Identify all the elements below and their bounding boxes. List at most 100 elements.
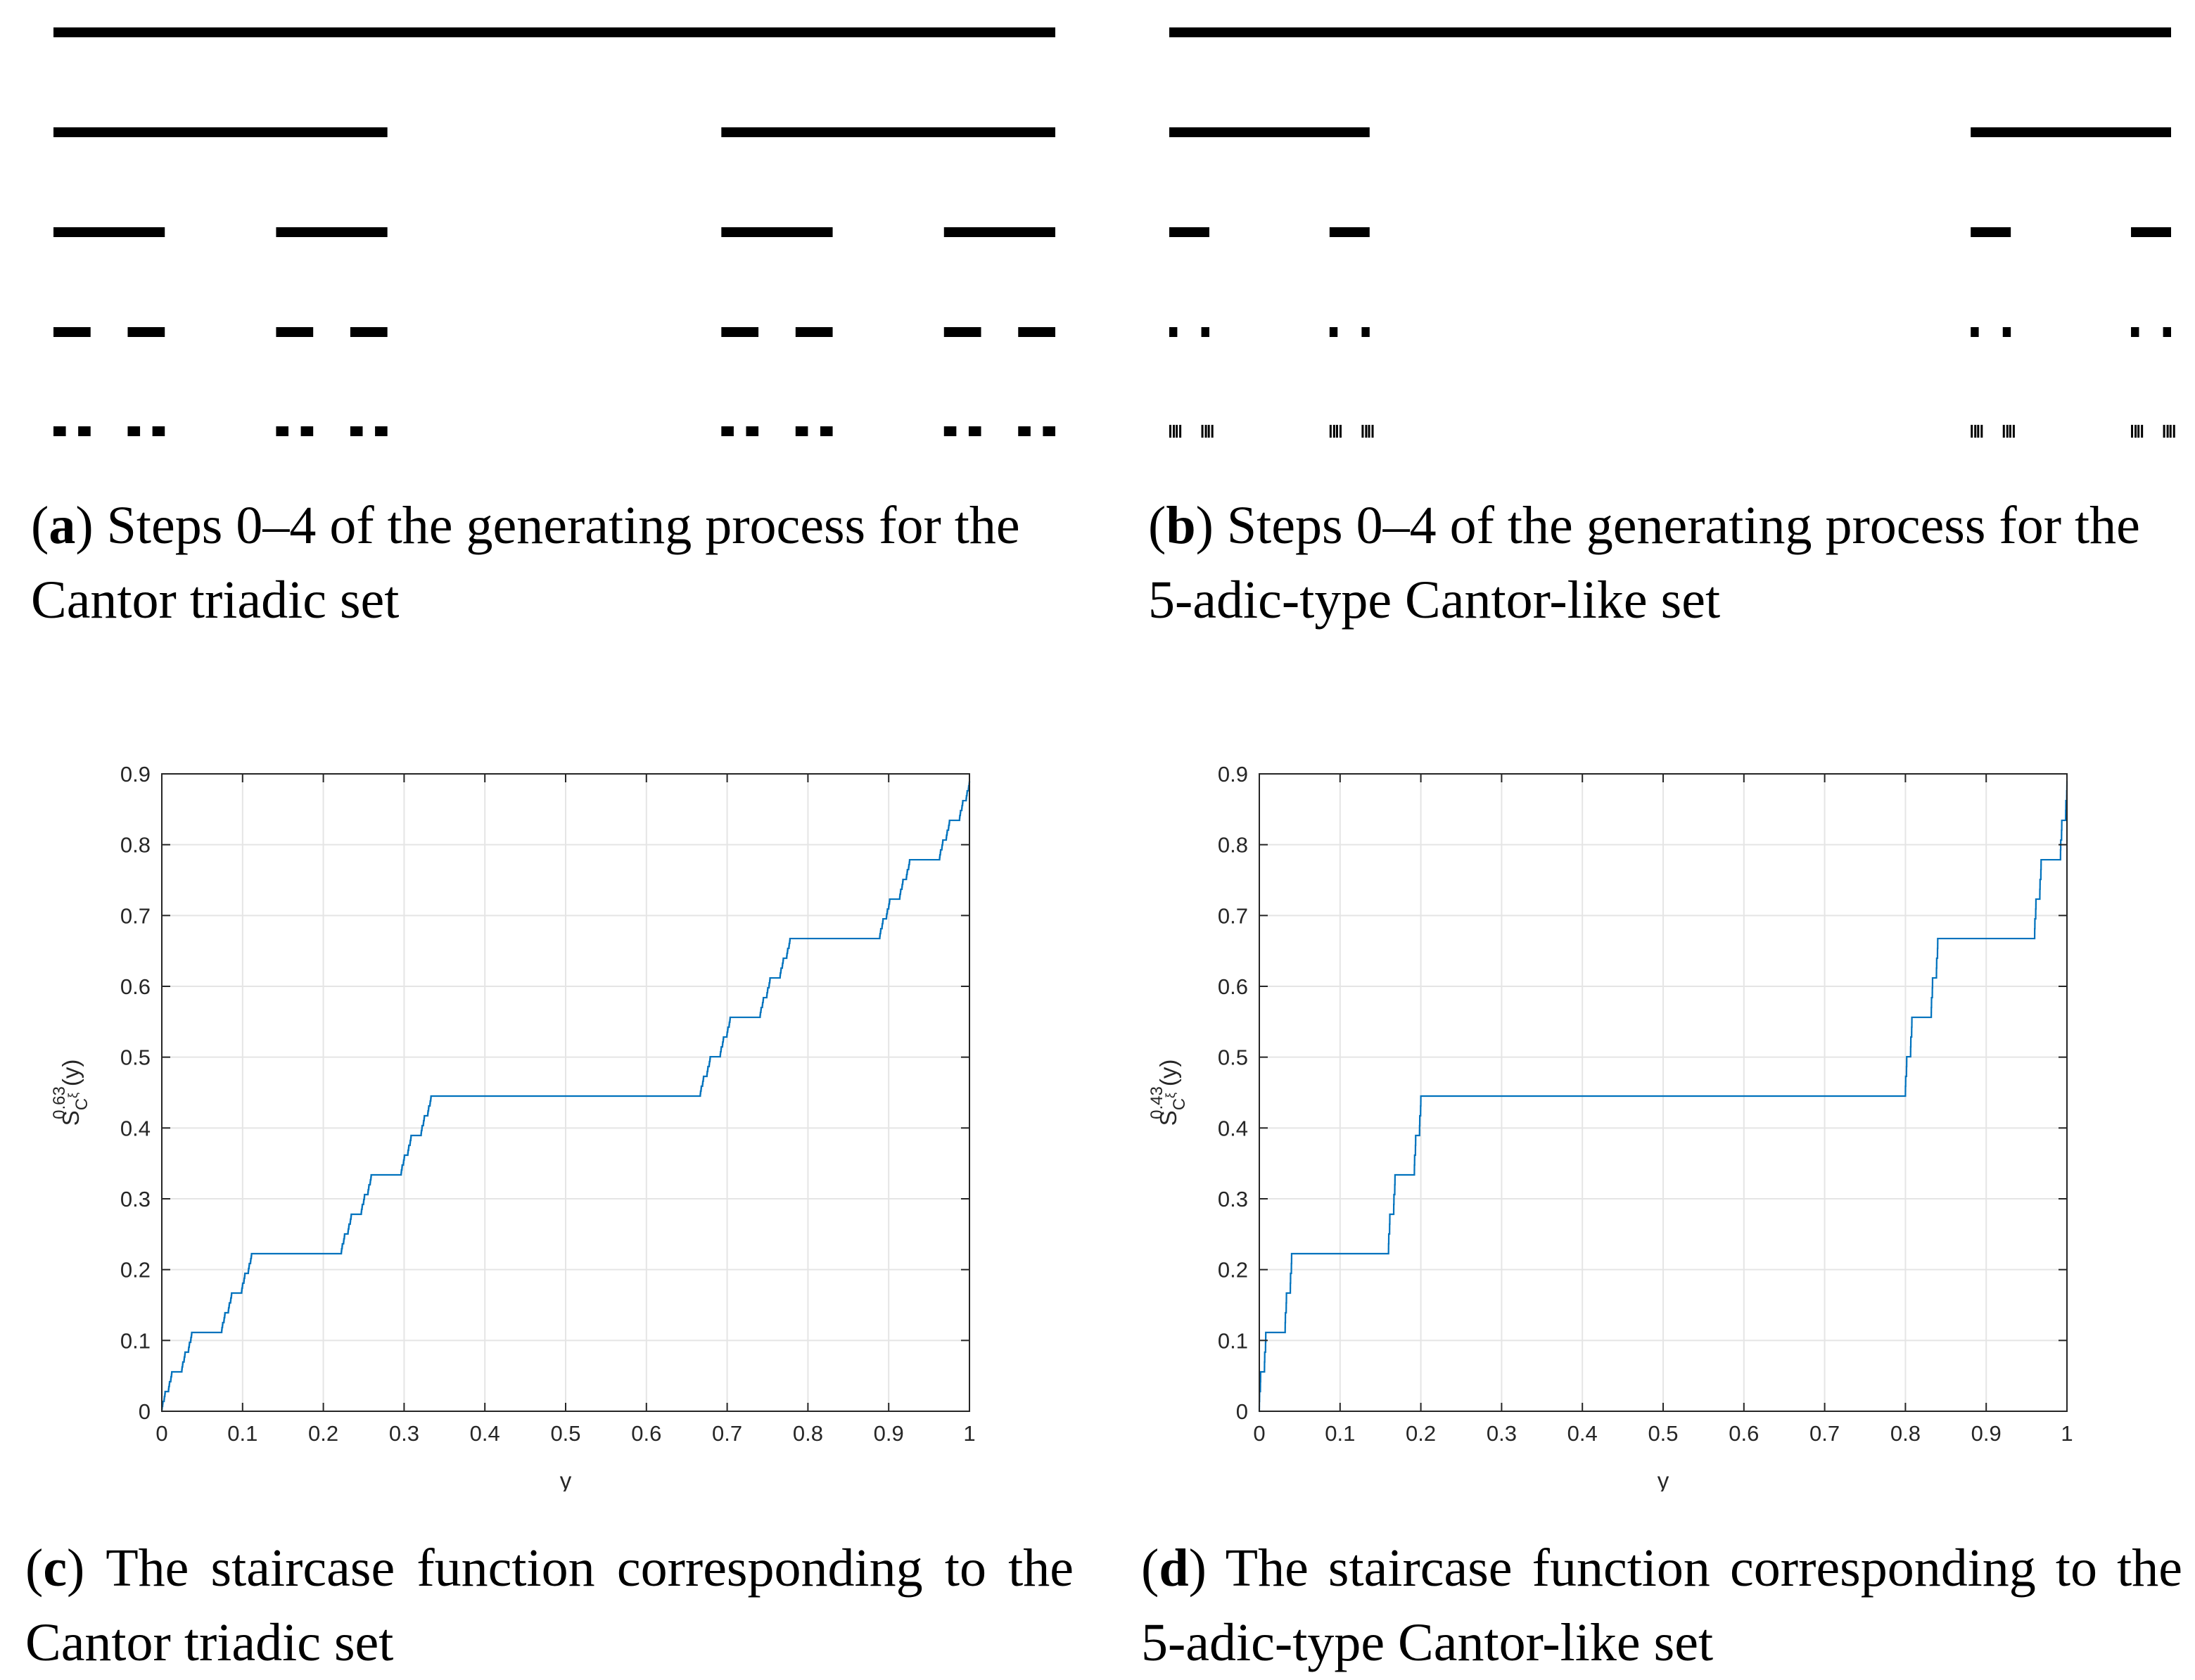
x-tick-label: 1: [2061, 1421, 2073, 1446]
cantor-segment: [721, 127, 1055, 137]
y-tick-label: 0.1: [1218, 1328, 1248, 1353]
cantor-segment: [300, 426, 314, 436]
x-tick-label: 0: [1253, 1421, 1265, 1446]
cantor-segment: [276, 227, 388, 237]
step-0-row: [1169, 27, 2171, 37]
y-tick-label: 0.8: [120, 833, 151, 858]
cantor-segment: [375, 426, 388, 436]
svg-text:SCξ0.63(y): SCξ0.63(y): [50, 1059, 91, 1126]
cantor-segment: [1018, 426, 1031, 436]
cantor-segment: [1201, 424, 1204, 438]
cantor-segment: [1043, 426, 1055, 436]
y-tick-label: 0.1: [120, 1328, 151, 1353]
y-tick-label: 0.6: [1218, 974, 1248, 999]
y-tick-label: 0.5: [1218, 1045, 1248, 1070]
cantor-segment: [53, 27, 1055, 37]
cantor-segment: [2006, 424, 2009, 438]
cantor-segment: [127, 426, 141, 436]
y-tick-label: 0: [1236, 1399, 1248, 1424]
y-axis-label: SCξ0.63(y): [50, 1059, 91, 1126]
cantor-segment: [1173, 424, 1175, 438]
cantor-segment: [78, 426, 91, 436]
cantor-segment: [746, 426, 759, 436]
y-tick-label: 0.3: [120, 1187, 151, 1211]
grid: [1259, 773, 2068, 1412]
cantor-segment: [1169, 227, 1209, 237]
step-0-row: [53, 27, 1055, 37]
cantor-segment: [1361, 327, 1370, 337]
cantor-segment: [2131, 227, 2171, 237]
staircase-curve: [160, 781, 971, 1413]
cantor-segment: [1339, 424, 1342, 438]
cantor-segment: [1371, 424, 1374, 438]
cantor-segment: [795, 426, 808, 436]
x-tick-label: 0.8: [793, 1421, 823, 1446]
cantor-segment: [968, 426, 981, 436]
cantor-segment: [276, 426, 289, 436]
x-tick-label: 0.5: [1648, 1421, 1678, 1446]
caption-c-letter: c: [43, 1539, 68, 1598]
x-tick-label: 0.2: [308, 1421, 338, 1446]
cantor-segment: [1977, 424, 1980, 438]
x-tick-label: 0.4: [1567, 1421, 1598, 1446]
cantor-segment: [2137, 424, 2140, 438]
caption-b-letter: b: [1166, 496, 1196, 555]
cantor-segment: [1365, 424, 1368, 438]
x-tick-label: 0.1: [1325, 1421, 1355, 1446]
x-tick-label: 0.9: [874, 1421, 904, 1446]
step-2-row: [53, 227, 1055, 237]
y-tick-label: 0.3: [1218, 1187, 1248, 1211]
cantor-segment: [1971, 227, 2011, 237]
x-tick-label: 0.5: [550, 1421, 580, 1446]
step-3-row: [53, 327, 1055, 337]
y-tick-label: 0.9: [120, 762, 151, 787]
cantor-segment: [2163, 327, 2171, 337]
cantor-segment: [1329, 227, 1370, 237]
cantor-segment: [2131, 327, 2139, 337]
y-tick-label: 0.7: [1218, 903, 1248, 928]
x-tick-label: 0.3: [1487, 1421, 1517, 1446]
x-tick-label: 0.7: [712, 1421, 742, 1446]
cantor-segment: [721, 227, 833, 237]
cantor-segment: [795, 327, 833, 337]
cantor-segment: [1207, 424, 1210, 438]
step-2-row: [1169, 227, 2171, 237]
x-axis-label: y: [1658, 1468, 1669, 1491]
cantor-segment: [53, 426, 66, 436]
cantor-segment: [1179, 424, 1182, 438]
cantor-segment: [1169, 424, 1171, 438]
caption-c-text: The staircase function corresponding to …: [25, 1539, 1074, 1672]
x-tick-label: 0.3: [389, 1421, 419, 1446]
cantor-segment: [1361, 424, 1364, 438]
staircase-5adic-chart: 0 0.1 0.2 0.3 0.4 0.5 0.6 0.7 0.8 0.9 1 0 0.1 0.2 0.3 0…: [1147, 762, 2073, 1491]
cantor-segment: [2131, 424, 2134, 438]
caption-a-text: Steps 0–4 of the generating process for …: [31, 496, 1020, 630]
step-4-row: [1169, 424, 2175, 438]
cantor-segment: [943, 426, 957, 436]
caption-d-letter: d: [1159, 1539, 1189, 1598]
cantor-segment: [1971, 424, 1973, 438]
x-tick-label: 0: [155, 1421, 167, 1446]
y-tick-label: 0.4: [1218, 1116, 1248, 1140]
cantor-segment: [2002, 327, 2011, 337]
caption-a-letter: a: [49, 496, 76, 555]
step-4-row: [53, 426, 1055, 436]
caption-d-text: The staircase function corresponding to …: [1141, 1539, 2182, 1672]
cantor-segment: [1329, 424, 1332, 438]
cantor-segment: [1335, 424, 1338, 438]
cantor-segment: [2166, 424, 2169, 438]
y-tick-label: 0.2: [1218, 1258, 1248, 1283]
cantor-segment: [2009, 424, 2011, 438]
cantor-segment: [276, 327, 314, 337]
x-tick-label: 0.8: [1890, 1421, 1921, 1446]
x-tick-label: 0.6: [631, 1421, 661, 1446]
cantor-segment: [943, 227, 1055, 237]
caption-c: (c) The staircase function corresponding…: [25, 1539, 1074, 1672]
cantor-segment: [53, 227, 165, 237]
caption-d: (d) The staircase function corresponding…: [1141, 1539, 2182, 1672]
cantor-segment: [2172, 424, 2175, 438]
cantor-segment: [2169, 424, 2172, 438]
cantor-segment: [721, 327, 759, 337]
x-tick-label: 0.7: [1809, 1421, 1840, 1446]
cantor-segment: [1201, 327, 1209, 337]
